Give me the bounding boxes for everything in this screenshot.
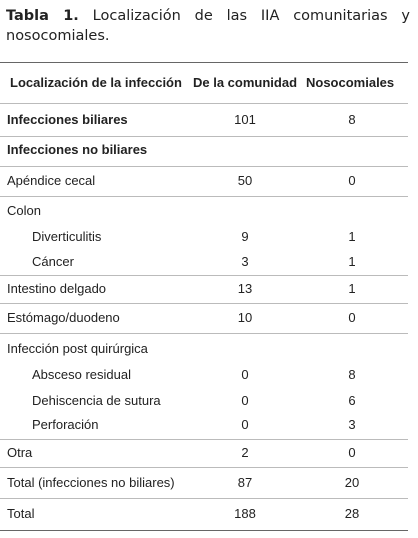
row-label: Absceso residual <box>32 367 131 382</box>
cell-value: 1 <box>348 254 356 269</box>
table-rule <box>0 166 408 167</box>
cell-value: 10 <box>237 310 253 325</box>
table-rule <box>0 333 408 334</box>
table-rule <box>0 467 408 468</box>
table-rule <box>0 275 408 276</box>
cell-value: 0 <box>348 173 356 188</box>
row-label: Dehiscencia de sutura <box>32 393 161 408</box>
cell-value: 50 <box>237 173 253 188</box>
row-label: Infección post quirúrgica <box>7 341 148 356</box>
row-label: Infecciones biliares <box>7 112 128 127</box>
cell-value: 0 <box>241 417 249 432</box>
cell-value: 9 <box>241 229 249 244</box>
caption-text: Localización de las IIA comunitarias y n… <box>6 8 410 44</box>
row-label: Intestino delgado <box>7 281 107 296</box>
table-rule <box>0 196 408 197</box>
cell-value: 3 <box>241 254 249 269</box>
row-label: Diverticulitis <box>32 229 102 244</box>
row-label: Cáncer <box>32 254 74 269</box>
table-rule <box>0 136 408 137</box>
table-rule <box>0 498 408 499</box>
cell-value: 0 <box>348 310 356 325</box>
cell-value: 8 <box>348 112 356 127</box>
header-cell: De la comunidad <box>193 75 298 90</box>
cell-value: 20 <box>344 475 360 490</box>
row-label: Otra <box>7 445 33 460</box>
header-cell: Nosocomiales <box>306 75 395 90</box>
caption-label: Tabla 1. <box>6 8 79 24</box>
row-label: Estómago/duodeno <box>7 310 120 325</box>
table-rule <box>0 103 408 104</box>
cell-value: 87 <box>237 475 253 490</box>
header-cell: Localización de la infección <box>10 75 182 90</box>
cell-value: 0 <box>241 367 249 382</box>
table-rule <box>0 303 408 304</box>
row-label: Total <box>7 506 35 521</box>
row-label: Infecciones no biliares <box>7 142 148 157</box>
cell-value: 2 <box>241 445 249 460</box>
cell-value: 0 <box>348 445 356 460</box>
row-label: Perforación <box>32 417 99 432</box>
cell-value: 1 <box>348 229 356 244</box>
cell-value: 28 <box>344 506 360 521</box>
row-label: Colon <box>7 203 41 218</box>
cell-value: 0 <box>241 393 249 408</box>
cell-value: 1 <box>348 281 356 296</box>
row-label: Apéndice cecal <box>7 173 96 188</box>
cell-value: 13 <box>237 281 253 296</box>
cell-value: 101 <box>234 112 256 127</box>
table-rule <box>0 62 408 63</box>
cell-value: 6 <box>348 393 356 408</box>
table-rule <box>0 530 408 531</box>
table-caption: Tabla 1. Localización de las IIA comunit… <box>6 6 410 46</box>
cell-value: 188 <box>234 506 256 521</box>
cell-value: 3 <box>348 417 356 432</box>
row-label: Total (infecciones no biliares) <box>7 475 175 490</box>
cell-value: 8 <box>348 367 356 382</box>
table-rule <box>0 439 408 440</box>
